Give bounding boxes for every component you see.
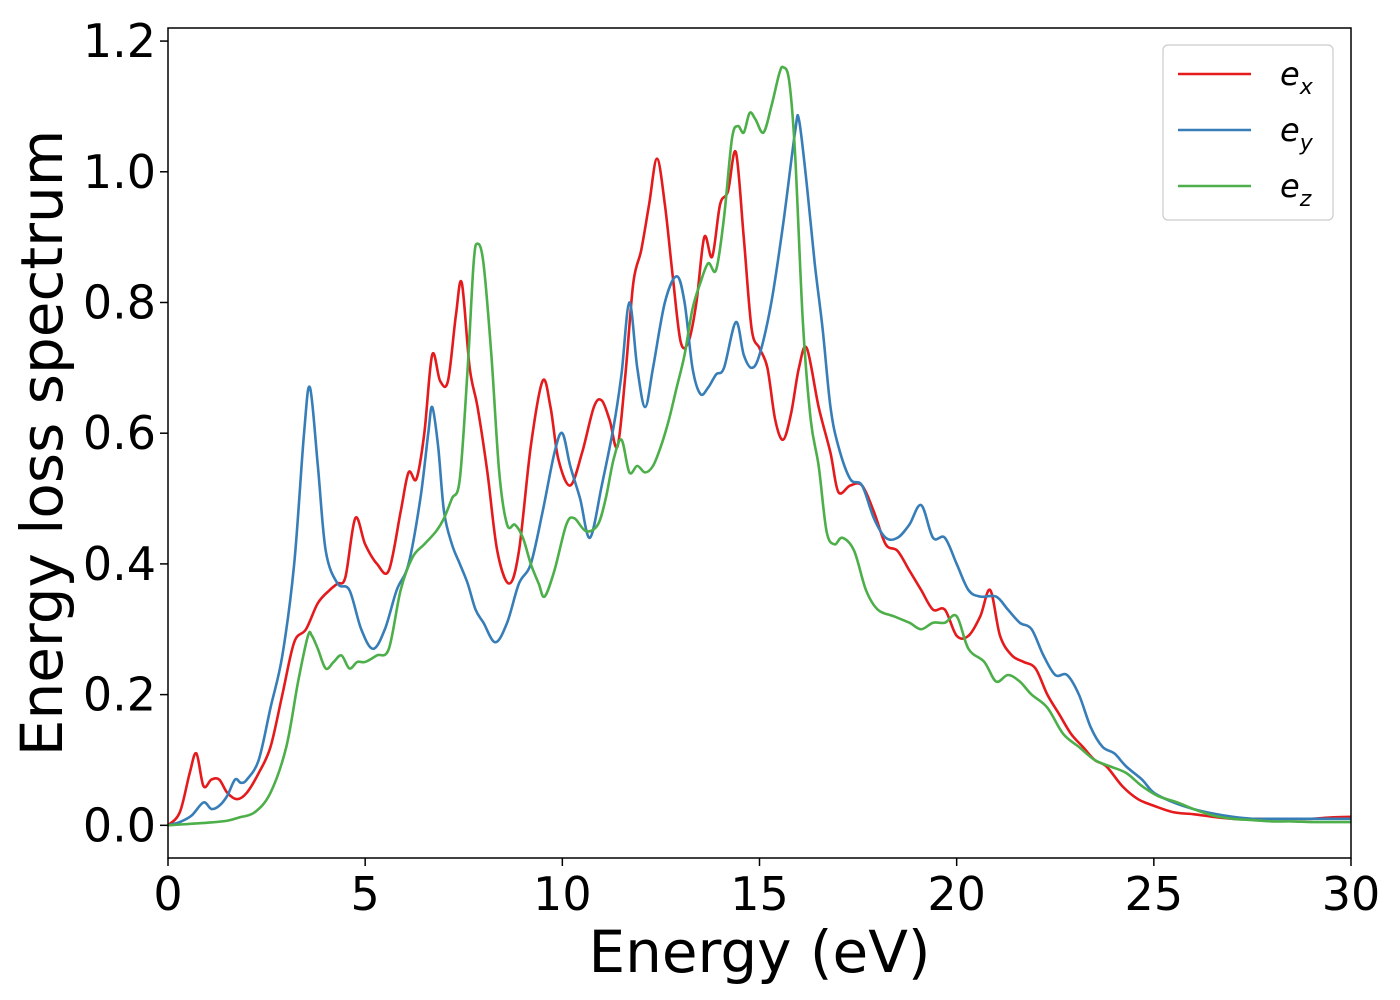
y-tick-label: 0.4 bbox=[83, 537, 156, 591]
y-tick-label: 0.8 bbox=[83, 275, 156, 329]
x-axis: 0 5 10 15 20 25 30 bbox=[153, 858, 1380, 921]
x-tick-label: 0 bbox=[153, 867, 182, 921]
series-line-x bbox=[168, 150, 1351, 827]
x-tick-label: 30 bbox=[1322, 867, 1381, 921]
legend-label-z: ez bbox=[1280, 167, 1312, 212]
y-tick-label: 1.0 bbox=[83, 145, 156, 199]
legend-box bbox=[1162, 44, 1334, 221]
y-axis-label: Energy loss spectrum bbox=[8, 130, 76, 756]
y-tick-label: 0.6 bbox=[83, 406, 156, 460]
x-axis-label: Energy (eV) bbox=[588, 918, 930, 986]
series-line-y bbox=[168, 113, 1351, 827]
x-tick-label: 10 bbox=[533, 867, 592, 921]
x-tick-label: 15 bbox=[730, 867, 789, 921]
legend-label-x: ex bbox=[1280, 55, 1314, 100]
y-tick-label: 1.2 bbox=[83, 14, 156, 68]
legend: ex ey ez bbox=[1162, 44, 1334, 221]
y-axis: 0.0 0.2 0.4 0.6 0.8 1.0 1.2 bbox=[83, 14, 168, 852]
x-tick-label: 25 bbox=[1125, 867, 1184, 921]
x-tick-label: 20 bbox=[927, 867, 986, 921]
x-tick-label: 5 bbox=[351, 867, 380, 921]
series-line-z bbox=[168, 65, 1351, 827]
plot-area bbox=[168, 65, 1351, 827]
y-tick-label: 0.2 bbox=[83, 668, 156, 722]
legend-label-y: ey bbox=[1280, 111, 1314, 156]
y-tick-label: 0.0 bbox=[83, 798, 156, 852]
